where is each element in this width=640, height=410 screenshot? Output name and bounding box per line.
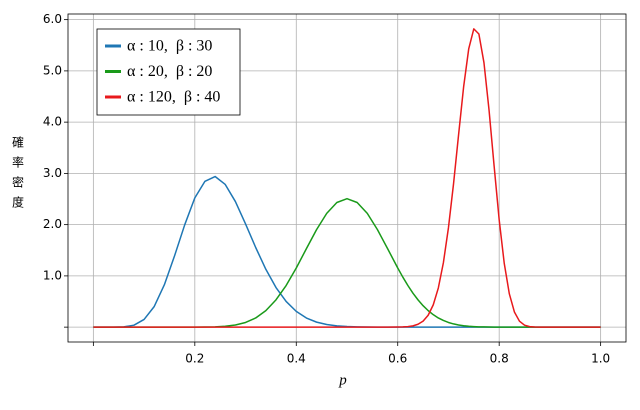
plot-area	[93, 28, 601, 328]
y-tick-label: 1.0	[43, 268, 62, 282]
legend-label: α : 120, β : 40	[127, 89, 220, 106]
x-tick-label: 0.6	[388, 352, 407, 366]
legend-label: α : 10, β : 30	[127, 38, 212, 55]
x-tick-label: 0.8	[490, 352, 509, 366]
axes-frame	[67, 13, 627, 343]
x-axis-label: p	[338, 372, 347, 388]
x-tick-label: 0.4	[287, 352, 306, 366]
y-tick-label: 5.0	[43, 63, 62, 77]
y-tick-label: 2.0	[43, 217, 62, 231]
y-tick-label: 6.0	[43, 12, 62, 26]
legend-label: α : 20, β : 20	[127, 63, 212, 80]
line-series	[93, 28, 601, 328]
y-tick-label: 3.0	[43, 166, 62, 180]
y-tick-label: 4.0	[43, 115, 62, 129]
x-tick-label: 1.0	[591, 352, 610, 366]
ticks: 0.2 0.4 0.6 0.8 1.0 1.0 2.0 3.0 4.0 5.0 6.0	[43, 12, 610, 365]
x-tick-label: 0.2	[185, 352, 204, 366]
legend: α : 10, β : 30 α : 20, β : 20 α : 120, β :…	[96, 28, 241, 116]
y-axis-label: 確率密度	[11, 135, 25, 216]
